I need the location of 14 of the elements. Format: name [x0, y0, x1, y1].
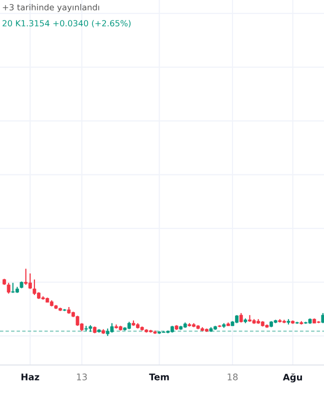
x-tick-label: 13 [77, 373, 87, 380]
text: +3 tarihinde yayınlandı [2, 4, 100, 12]
candlestick [6, 282, 10, 294]
x-tick-label: Haz [22, 374, 40, 380]
candlestick [32, 278, 36, 296]
candlestick [24, 268, 28, 286]
x-tick-label: 18 [228, 373, 238, 380]
text: 20 K1.3154 +0.0340 (+2.65%) [2, 20, 131, 28]
x-tick-label: Ağu [282, 373, 302, 382]
candlestick [239, 312, 243, 324]
candlestick [110, 322, 114, 334]
candlestick [11, 282, 15, 294]
candlestick [28, 272, 32, 290]
x-tick-label: Tem [149, 374, 169, 380]
